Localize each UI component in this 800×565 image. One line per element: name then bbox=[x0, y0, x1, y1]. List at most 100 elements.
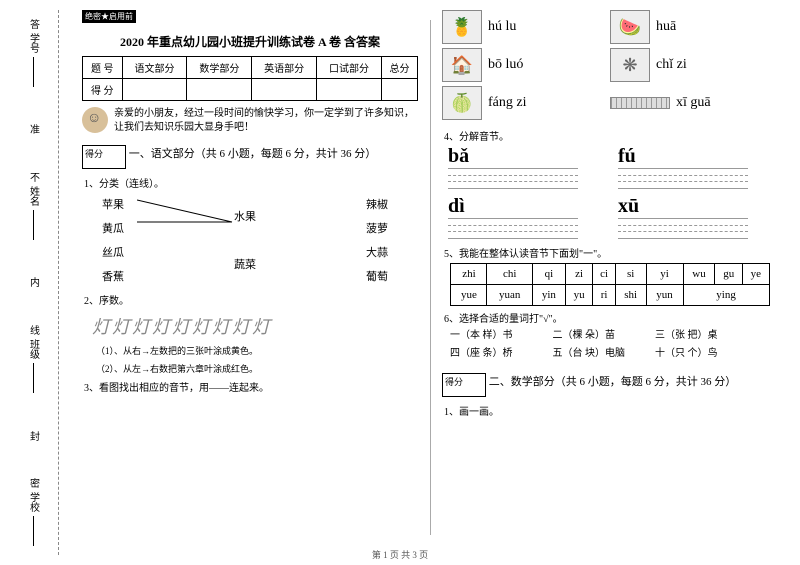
four-line-grid bbox=[618, 168, 748, 188]
right-column: 🍍 hú lu 🍉 huā 🏠 bō luó ❋ chǐ zi 🍈 fáng zi xī … bbox=[430, 0, 790, 565]
image-pinyin-grid: 🍍 hú lu 🍉 huā 🏠 bō luó ❋ chǐ zi 🍈 fáng zi xī … bbox=[442, 10, 778, 124]
score-box: 得分 bbox=[82, 145, 126, 169]
cell: ci bbox=[593, 264, 615, 285]
cell: zhi bbox=[451, 264, 487, 285]
cell: ying bbox=[683, 285, 769, 306]
cell: yuan bbox=[487, 285, 533, 306]
question-2: 2、序数。 bbox=[84, 292, 418, 307]
list-item: 大蒜 bbox=[366, 244, 388, 260]
cell: wu bbox=[683, 264, 715, 285]
th: 总分 bbox=[381, 57, 417, 79]
syllable-cell: fú bbox=[618, 145, 758, 191]
cell: yun bbox=[646, 285, 683, 306]
intro-body: 亲爱的小朋友，经过一段时间的愉快学习，你一定学到了许多知识，让我们去知识乐园大显… bbox=[114, 107, 418, 135]
list-item: 辣椒 bbox=[366, 196, 388, 212]
question-5: 5、我能在整体认读音节下面划"一"。 bbox=[444, 245, 778, 260]
cell: qi bbox=[532, 264, 565, 285]
th: 题 号 bbox=[83, 57, 123, 79]
side-label: 不姓名 bbox=[26, 172, 41, 240]
left-list: 苹果 黄瓜 丝瓜 香蕉 bbox=[102, 196, 124, 284]
cell: ri bbox=[593, 285, 615, 306]
th: 口试部分 bbox=[317, 57, 382, 79]
question-2b: （2）、从左→右数把第六章叶涂成红色。 bbox=[96, 362, 418, 375]
cell: yin bbox=[532, 285, 565, 306]
list-item: 菠萝 bbox=[366, 220, 388, 236]
cell: shi bbox=[615, 285, 646, 306]
binding-margin: 答学号 准 不姓名 内 线班级 封 密学校 bbox=[8, 0, 58, 565]
right-list: 辣椒 菠萝 大蒜 葡萄 bbox=[366, 196, 388, 284]
question-math-1: 1、画一画。 bbox=[444, 403, 778, 418]
flower-icon: ❋ bbox=[610, 48, 650, 82]
side-label: 密学校 bbox=[26, 478, 41, 546]
question-6: 6、选择合适的量词打"√"。 bbox=[444, 310, 778, 325]
classify-area: 苹果 黄瓜 丝瓜 香蕉 水果 蔬菜 辣椒 菠萝 大蒜 葡萄 bbox=[82, 192, 418, 288]
syllable-cell: dì bbox=[448, 195, 588, 241]
four-line-grid bbox=[448, 168, 578, 188]
pinyin-label: fáng zi bbox=[488, 95, 526, 111]
pinyin-label: huā bbox=[656, 19, 676, 35]
side-label: 内 bbox=[26, 277, 41, 287]
list-item: 蔬菜 bbox=[234, 256, 256, 272]
cell: yu bbox=[565, 285, 593, 306]
side-label: 答学号 bbox=[26, 19, 41, 87]
measure-item: 五（台 块）电脑 bbox=[553, 345, 653, 363]
list-item: 黄瓜 bbox=[102, 220, 124, 236]
cell: zi bbox=[565, 264, 593, 285]
watermelon-icon: 🍉 bbox=[610, 10, 650, 44]
side-label: 封 bbox=[26, 431, 41, 441]
four-line-grid bbox=[448, 218, 578, 238]
four-line-grid bbox=[618, 218, 748, 238]
pinyin-label: chǐ zi bbox=[656, 57, 687, 73]
intro-text: 亲爱的小朋友，经过一段时间的愉快学习，你一定学到了许多知识，让我们去知识乐园大显… bbox=[82, 107, 418, 135]
pinyin-label: hú lu bbox=[488, 19, 516, 35]
measure-item: 三（张 把）桌 bbox=[655, 327, 755, 345]
ruler-icon bbox=[610, 97, 670, 109]
cell: yue bbox=[451, 285, 487, 306]
cell: ye bbox=[742, 264, 769, 285]
read-table: zhichi qizi cisi yiwu guye yueyuan yinyu… bbox=[450, 263, 769, 306]
question-2a: （1）、从右→左数把的三张叶涂成黄色。 bbox=[96, 344, 418, 357]
th: 英语部分 bbox=[252, 57, 317, 79]
th: 语文部分 bbox=[122, 57, 187, 79]
td bbox=[252, 79, 317, 101]
cell: gu bbox=[715, 264, 743, 285]
td bbox=[381, 79, 417, 101]
cell: yi bbox=[646, 264, 683, 285]
syllable: dì bbox=[448, 195, 465, 217]
secret-tag: 绝密★启用前 bbox=[82, 10, 136, 23]
cell: chi bbox=[487, 264, 533, 285]
gourd-icon: 🍈 bbox=[442, 86, 482, 120]
list-item: 水果 bbox=[234, 208, 256, 224]
child-icon bbox=[82, 107, 108, 133]
td bbox=[317, 79, 382, 101]
exam-title: 2020 年重点幼儿园小班提升训练试卷 A 卷 含答案 bbox=[82, 33, 418, 50]
syllable-cell: xū bbox=[618, 195, 758, 241]
page-footer: 第 1 页 共 3 页 bbox=[0, 548, 800, 561]
syllable: fú bbox=[618, 145, 636, 167]
td: 得 分 bbox=[83, 79, 123, 101]
pinyin-label: xī guā bbox=[676, 95, 711, 111]
syllable: xū bbox=[618, 195, 639, 217]
side-label: 准 bbox=[26, 124, 41, 134]
score-box: 得分 bbox=[442, 373, 486, 397]
fold-line bbox=[58, 10, 59, 555]
measure-words: 一（本 样）书 二（棵 朵）苗 三（张 把）桌 四（座 条）桥 五（台 块）电脑… bbox=[450, 327, 778, 363]
score-table: 题 号 语文部分 数学部分 英语部分 口试部分 总分 得 分 bbox=[82, 56, 418, 101]
mid-list: 水果 蔬菜 bbox=[234, 196, 256, 284]
measure-item: 十（只 个）鸟 bbox=[655, 345, 755, 363]
pineapple-icon: 🍍 bbox=[442, 10, 482, 44]
td bbox=[187, 79, 252, 101]
question-1: 1、分类（连线）。 bbox=[84, 175, 418, 190]
syllable-cell: bǎ bbox=[448, 145, 588, 191]
list-item: 香蕉 bbox=[102, 268, 124, 284]
pinyin-label: bō luó bbox=[488, 57, 523, 73]
section-title: 一、语文部分（共 6 小题，每题 6 分，共计 36 分） bbox=[129, 148, 377, 160]
list-item: 丝瓜 bbox=[102, 244, 124, 260]
leaves-row: 灯灯灯灯灯灯灯灯灯 bbox=[92, 313, 418, 339]
syllable: bǎ bbox=[448, 145, 469, 167]
house-icon: 🏠 bbox=[442, 48, 482, 82]
td bbox=[122, 79, 187, 101]
measure-item: 二（棵 朵）苗 bbox=[553, 327, 653, 345]
measure-item: 一（本 样）书 bbox=[450, 327, 550, 345]
question-3: 3、看图找出相应的音节，用——连起来。 bbox=[84, 379, 418, 394]
